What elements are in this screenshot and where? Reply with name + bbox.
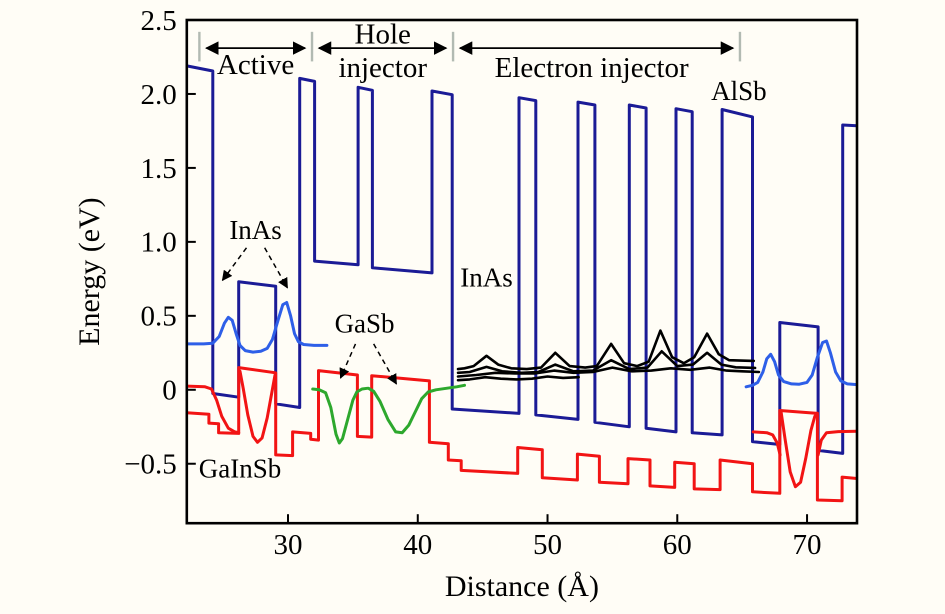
injector-wavefunction-1-line [456, 329, 756, 371]
annotation-arrow [264, 247, 289, 289]
x-tick-label: 50 [533, 529, 562, 561]
region-label: injector [338, 52, 427, 84]
material-label-alsb: AlSb [711, 76, 767, 106]
y-tick-label: 1.5 [141, 153, 177, 185]
x-tick-label: 70 [793, 529, 822, 561]
hole-wavefunction-active-right-line [779, 410, 819, 489]
region-label: Hole [355, 19, 411, 51]
y-axis-label: Energy (eV) [73, 197, 106, 346]
valence-tail-right-region-left-line [751, 430, 782, 457]
y-tick-label: −0.5 [124, 449, 177, 481]
gasb-hole-wavefunction-2-line [367, 383, 466, 435]
material-label-inas: InAs [460, 263, 513, 293]
material-label-inas: InAs [229, 215, 282, 245]
y-tick-label: 2.5 [141, 5, 177, 37]
x-tick-label: 40 [403, 529, 432, 561]
gasb-hole-wavefunction-1-line [311, 386, 369, 445]
y-tick-label: 0.5 [141, 301, 177, 333]
y-tick-label: 1.0 [141, 227, 177, 259]
annotation-arrow [339, 343, 357, 379]
region-label: Electron injector [495, 52, 689, 84]
valence-band-line [186, 366, 858, 503]
annotation-arrow [221, 247, 248, 282]
y-tick-label: 2.0 [141, 79, 177, 111]
x-axis-label: Distance (Å) [445, 570, 599, 603]
electron-wavefunction-active-left-line [186, 301, 329, 354]
injector-wavefunction-3-line [456, 366, 761, 378]
hole-wavefunction-active-left-line [238, 369, 277, 444]
valence-band-upper-left-line [186, 384, 241, 435]
material-label-gainsb: GaInSb [199, 453, 282, 483]
injector-wavefunction-4-line [456, 375, 581, 382]
annotation-arrow [372, 343, 398, 385]
plot-frame [185, 18, 859, 525]
electron-wavefunction-active-right-line [744, 339, 858, 389]
y-tick-label: 0 [162, 375, 177, 407]
x-tick-label: 60 [663, 529, 692, 561]
conduction-band-line [186, 64, 858, 455]
injector-wavefunction-2-line [456, 349, 757, 375]
material-label-gasb: GaSb [335, 308, 395, 338]
valence-tail-right-region-right-line [816, 429, 858, 457]
region-label: Active [217, 49, 294, 81]
x-tick-label: 30 [274, 529, 303, 561]
